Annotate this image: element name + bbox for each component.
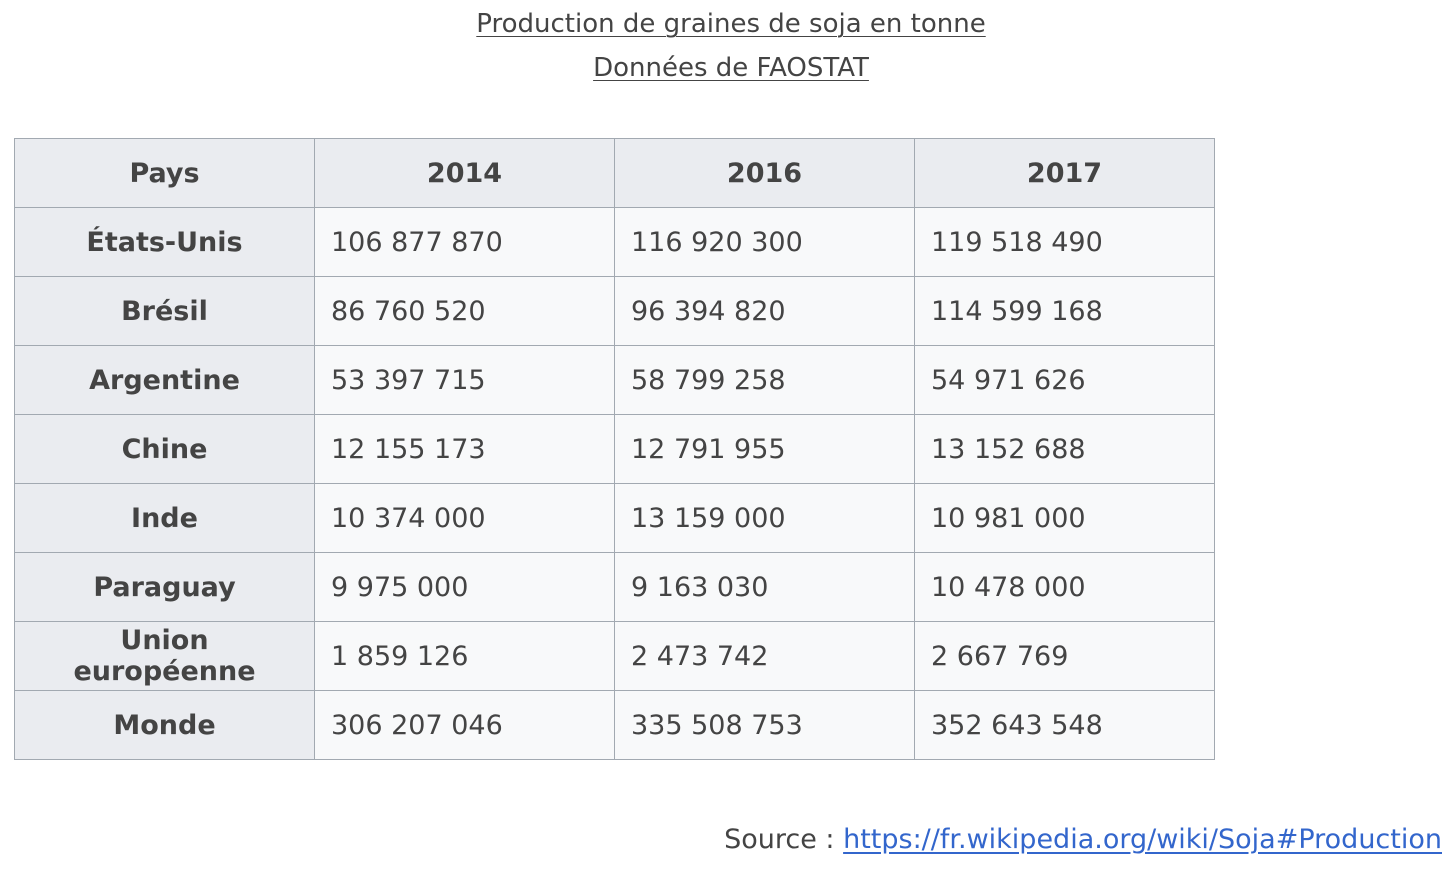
caption-subtitle: Données de FAOSTAT <box>593 53 869 83</box>
table-cell: 10 478 000 <box>914 552 1215 622</box>
table-cell: 335 508 753 <box>614 690 915 760</box>
table-cell: 9 975 000 <box>314 552 615 622</box>
table-cell: 58 799 258 <box>614 345 915 415</box>
row-country: Chine <box>14 414 315 484</box>
table-header-row: Pays 2014 2016 2017 <box>14 138 1215 208</box>
table-cell: 306 207 046 <box>314 690 615 760</box>
row-country: Inde <box>14 483 315 553</box>
header-2016: 2016 <box>614 138 915 208</box>
table-cell: 53 397 715 <box>314 345 615 415</box>
table-cell: 2 667 769 <box>914 621 1215 691</box>
row-country: Union européenne <box>14 621 315 691</box>
header-2017: 2017 <box>914 138 1215 208</box>
caption-title: Production de graines de soja en tonne <box>476 9 986 39</box>
table-cell: 96 394 820 <box>614 276 915 346</box>
row-country: Argentine <box>14 345 315 415</box>
table-cell: 1 859 126 <box>314 621 615 691</box>
source-line: Source : https://fr.wikipedia.org/wiki/S… <box>724 824 1442 855</box>
table-cell: 9 163 030 <box>614 552 915 622</box>
table-cell: 10 374 000 <box>314 483 615 553</box>
table-cell: 10 981 000 <box>914 483 1215 553</box>
row-country: Brésil <box>14 276 315 346</box>
table-row: États-Unis 106 877 870 116 920 300 119 518 … <box>14 207 1215 277</box>
source-link[interactable]: https://fr.wikipedia.org/wiki/Soja#Produ… <box>843 824 1442 855</box>
header-2014: 2014 <box>314 138 615 208</box>
table-row: Monde 306 207 046 335 508 753 352 643 548 <box>14 690 1215 760</box>
header-country: Pays <box>14 138 315 208</box>
table-row: Union européenne 1 859 126 2 473 742 2 667 … <box>14 621 1215 691</box>
table-row: Argentine 53 397 715 58 799 258 54 971 626 <box>14 345 1215 415</box>
row-country: Paraguay <box>14 552 315 622</box>
table-row: Inde 10 374 000 13 159 000 10 981 000 <box>14 483 1215 553</box>
table-row: Chine 12 155 173 12 791 955 13 152 688 <box>14 414 1215 484</box>
source-label: Source : <box>724 824 844 855</box>
table-cell: 106 877 870 <box>314 207 615 277</box>
table-cell: 13 152 688 <box>914 414 1215 484</box>
table-cell: 13 159 000 <box>614 483 915 553</box>
table-cell: 2 473 742 <box>614 621 915 691</box>
table-cell: 12 155 173 <box>314 414 615 484</box>
table-row: Brésil 86 760 520 96 394 820 114 599 168 <box>14 276 1215 346</box>
row-country: États-Unis <box>14 207 315 277</box>
table-cell: 114 599 168 <box>914 276 1215 346</box>
soy-production-table: Pays 2014 2016 2017 États-Unis 106 877 87… <box>14 138 1215 760</box>
table-cell: 12 791 955 <box>614 414 915 484</box>
table-cell: 352 643 548 <box>914 690 1215 760</box>
table-caption: Production de graines de soja en tonne D… <box>0 2 1452 90</box>
row-country: Monde <box>14 690 315 760</box>
table-cell: 119 518 490 <box>914 207 1215 277</box>
table-cell: 116 920 300 <box>614 207 915 277</box>
table-cell: 86 760 520 <box>314 276 615 346</box>
table-cell: 54 971 626 <box>914 345 1215 415</box>
table-row: Paraguay 9 975 000 9 163 030 10 478 000 <box>14 552 1215 622</box>
